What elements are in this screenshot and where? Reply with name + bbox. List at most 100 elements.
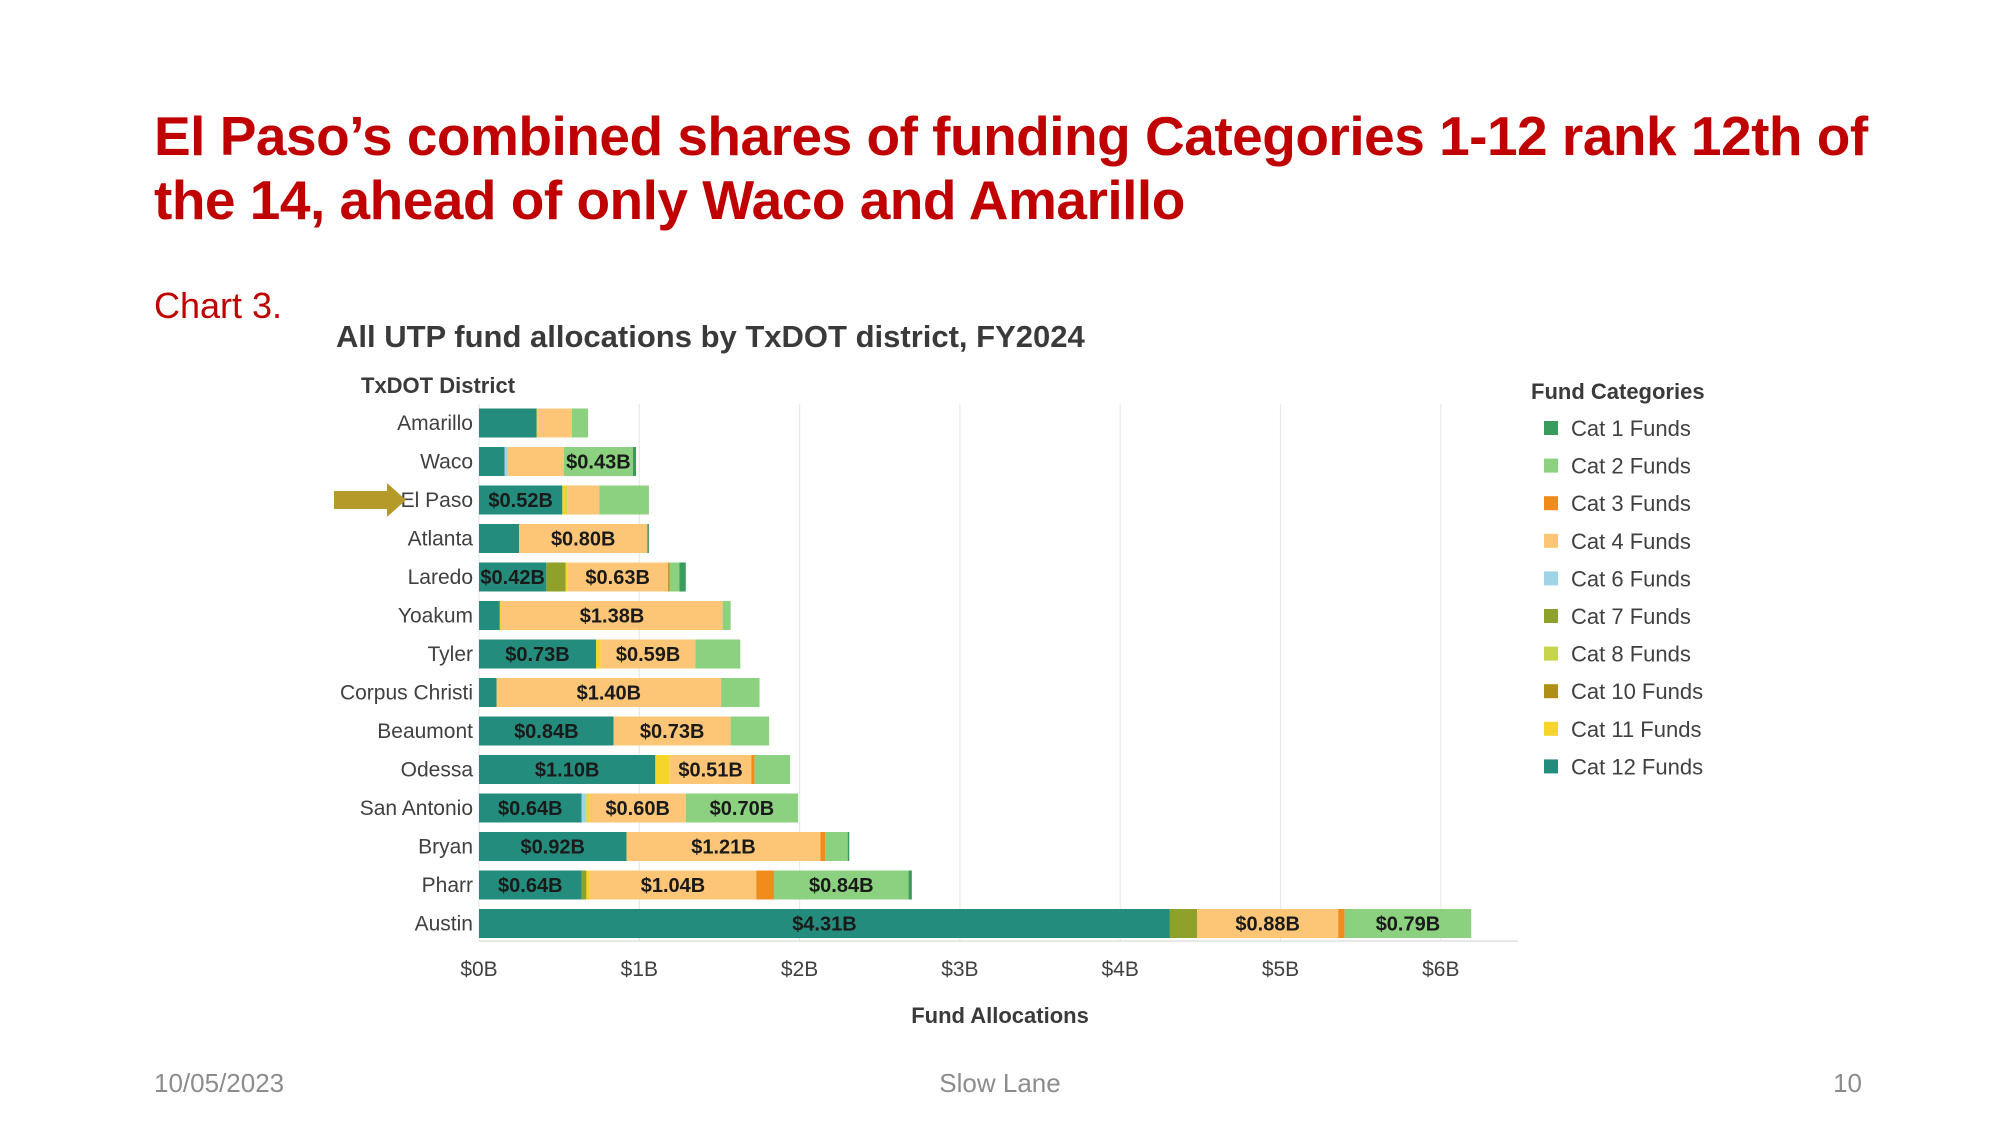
bar-bryan-cat-3-funds <box>820 832 826 861</box>
bar-odessa-cat-2-funds <box>754 755 790 784</box>
legend-swatch-cat-2-funds <box>1544 458 1558 473</box>
bar-san-antonio-cat-2-funds <box>685 793 798 823</box>
category-label-austin: Austin <box>415 913 473 936</box>
data-label: $0.79B <box>1376 914 1441 936</box>
bar-amarillo-cat-2-funds <box>571 408 589 438</box>
bar-amarillo-cat-11-funds <box>536 408 539 438</box>
data-label: $0.43B <box>566 452 631 474</box>
bar-bryan-cat-12-funds <box>479 832 627 861</box>
bar-waco-cat-6-funds <box>504 447 508 476</box>
x-tick-label: $2B <box>781 958 818 981</box>
footer-date: 10/05/2023 <box>154 1068 285 1098</box>
bar-odessa-cat-12-funds <box>479 755 656 784</box>
legend-label-cat-1-funds: Cat 1 Funds <box>1571 416 1691 441</box>
category-label-tyler: Tyler <box>427 643 473 666</box>
legend-swatch-cat-6-funds <box>1544 571 1558 586</box>
bar-beaumont-cat-12-funds <box>479 716 614 746</box>
legend-label-cat-8-funds: Cat 8 Funds <box>1571 642 1691 667</box>
legend-swatch-cat-10-funds <box>1544 684 1558 699</box>
x-tick-label: $5B <box>1262 958 1299 981</box>
data-label: $1.40B <box>577 683 642 705</box>
legend-swatch-cat-3-funds <box>1544 496 1558 511</box>
bar-pharr-cat-12-funds <box>479 870 582 900</box>
legend-swatch-cat-4-funds <box>1544 533 1558 548</box>
bar-yoakum-cat-2-funds <box>722 601 731 630</box>
category-label-pharr: Pharr <box>422 874 473 897</box>
bar-bryan-cat-1-funds <box>847 832 850 861</box>
bar-yoakum-cat-12-funds <box>479 601 500 630</box>
data-label: $1.21B <box>691 837 756 859</box>
x-tick-label: $1B <box>621 958 658 981</box>
bar-laredo-cat-7-funds <box>546 562 566 592</box>
legend-label-cat-3-funds: Cat 3 Funds <box>1571 491 1691 516</box>
legend-swatch-cat-11-funds <box>1544 721 1558 736</box>
data-label: $0.84B <box>514 721 579 743</box>
bar-san-antonio-cat-4-funds <box>589 793 686 823</box>
chart-number-label: Chart 3. <box>154 285 283 326</box>
bar-odessa-cat-3-funds <box>751 755 755 784</box>
legend-label-cat-10-funds: Cat 10 Funds <box>1571 679 1703 704</box>
bar-tyler-cat-2-funds <box>695 639 741 669</box>
legend-label-cat-12-funds: Cat 12 Funds <box>1571 754 1703 779</box>
x-tick-label: $0B <box>460 958 497 981</box>
data-label: $0.64B <box>498 875 563 897</box>
category-label-el-paso: El Paso <box>401 489 473 512</box>
bar-amarillo-cat-12-funds <box>479 408 537 438</box>
data-label: $0.73B <box>640 721 705 743</box>
data-label: $0.88B <box>1235 914 1300 936</box>
bar-odessa-cat-11-funds <box>655 755 670 784</box>
data-label: $0.80B <box>551 529 616 551</box>
bar-laredo-cat-1-funds <box>679 562 686 592</box>
data-label: $0.59B <box>616 644 681 666</box>
bar-san-antonio-cat-6-funds <box>581 793 587 823</box>
x-axis-title: Fund Allocations <box>911 1003 1089 1028</box>
x-tick-labels: $0B $1B $2B $3B $4B $5B $6B <box>460 958 1459 981</box>
highlight-arrow-icon <box>334 483 406 517</box>
data-label: $1.10B <box>535 760 600 782</box>
bar-waco-cat-1-funds <box>632 447 637 476</box>
bar-corpus-christi-cat-2-funds <box>721 678 760 707</box>
data-label: $0.84B <box>809 875 874 897</box>
bar-austin-cat-3-funds <box>1338 909 1345 938</box>
bar-pharr-cat-2-funds <box>773 870 909 900</box>
bar-san-antonio-cat-12-funds <box>479 793 582 823</box>
category-label-bryan: Bryan <box>418 836 473 859</box>
bar-bryan-cat-4-funds <box>626 832 821 861</box>
bar-el-paso-cat-11-funds <box>562 485 566 515</box>
data-label: $0.73B <box>505 644 570 666</box>
legend-label-cat-7-funds: Cat 7 Funds <box>1571 604 1691 629</box>
x-tick-label: $4B <box>1102 958 1139 981</box>
bar-atlanta-cat-4-funds <box>519 524 648 553</box>
bar-laredo-cat-10-funds <box>668 562 670 592</box>
bar-odessa-cat-4-funds <box>669 755 752 784</box>
bar-el-paso-cat-2-funds <box>599 485 649 515</box>
y-axis-title: TxDOT District <box>361 373 516 398</box>
footer-source: Slow Lane <box>939 1068 1061 1098</box>
category-label-waco: Waco <box>420 451 473 474</box>
category-label-yoakum: Yoakum <box>398 605 473 628</box>
bar-yoakum-cat-11-funds <box>499 601 502 630</box>
data-label: $0.70B <box>710 798 775 820</box>
page-number: 10 <box>1833 1068 1862 1098</box>
legend-label-cat-4-funds: Cat 4 Funds <box>1571 529 1691 554</box>
bar-yoakum-cat-4-funds <box>501 601 723 630</box>
bar-laredo-cat-11-funds <box>565 562 568 592</box>
bars <box>479 408 1472 938</box>
bar-el-paso-cat-8-funds <box>565 485 568 515</box>
bar-pharr-cat-1-funds <box>908 870 912 900</box>
bar-laredo-cat-2-funds <box>669 562 680 592</box>
bar-austin-cat-4-funds <box>1197 909 1339 938</box>
bar-pharr-cat-4-funds <box>589 870 757 900</box>
legend-label-cat-6-funds: Cat 6 Funds <box>1571 566 1691 591</box>
bar-atlanta-cat-12-funds <box>479 524 520 553</box>
bar-pharr-cat-3-funds <box>756 870 774 900</box>
legend-label-cat-2-funds: Cat 2 Funds <box>1571 454 1691 479</box>
bar-waco-cat-12-funds <box>479 447 505 476</box>
bar-austin-cat-7-funds <box>1169 909 1198 938</box>
bar-pharr-cat-11-funds <box>586 870 590 900</box>
legend-title: Fund Categories <box>1531 379 1705 404</box>
legend: Fund Categories Cat 1 Funds Cat 2 Funds Ca… <box>1531 379 1705 779</box>
bar-corpus-christi-cat-4-funds <box>496 678 722 707</box>
bar-austin-cat-12-funds <box>479 909 1170 938</box>
